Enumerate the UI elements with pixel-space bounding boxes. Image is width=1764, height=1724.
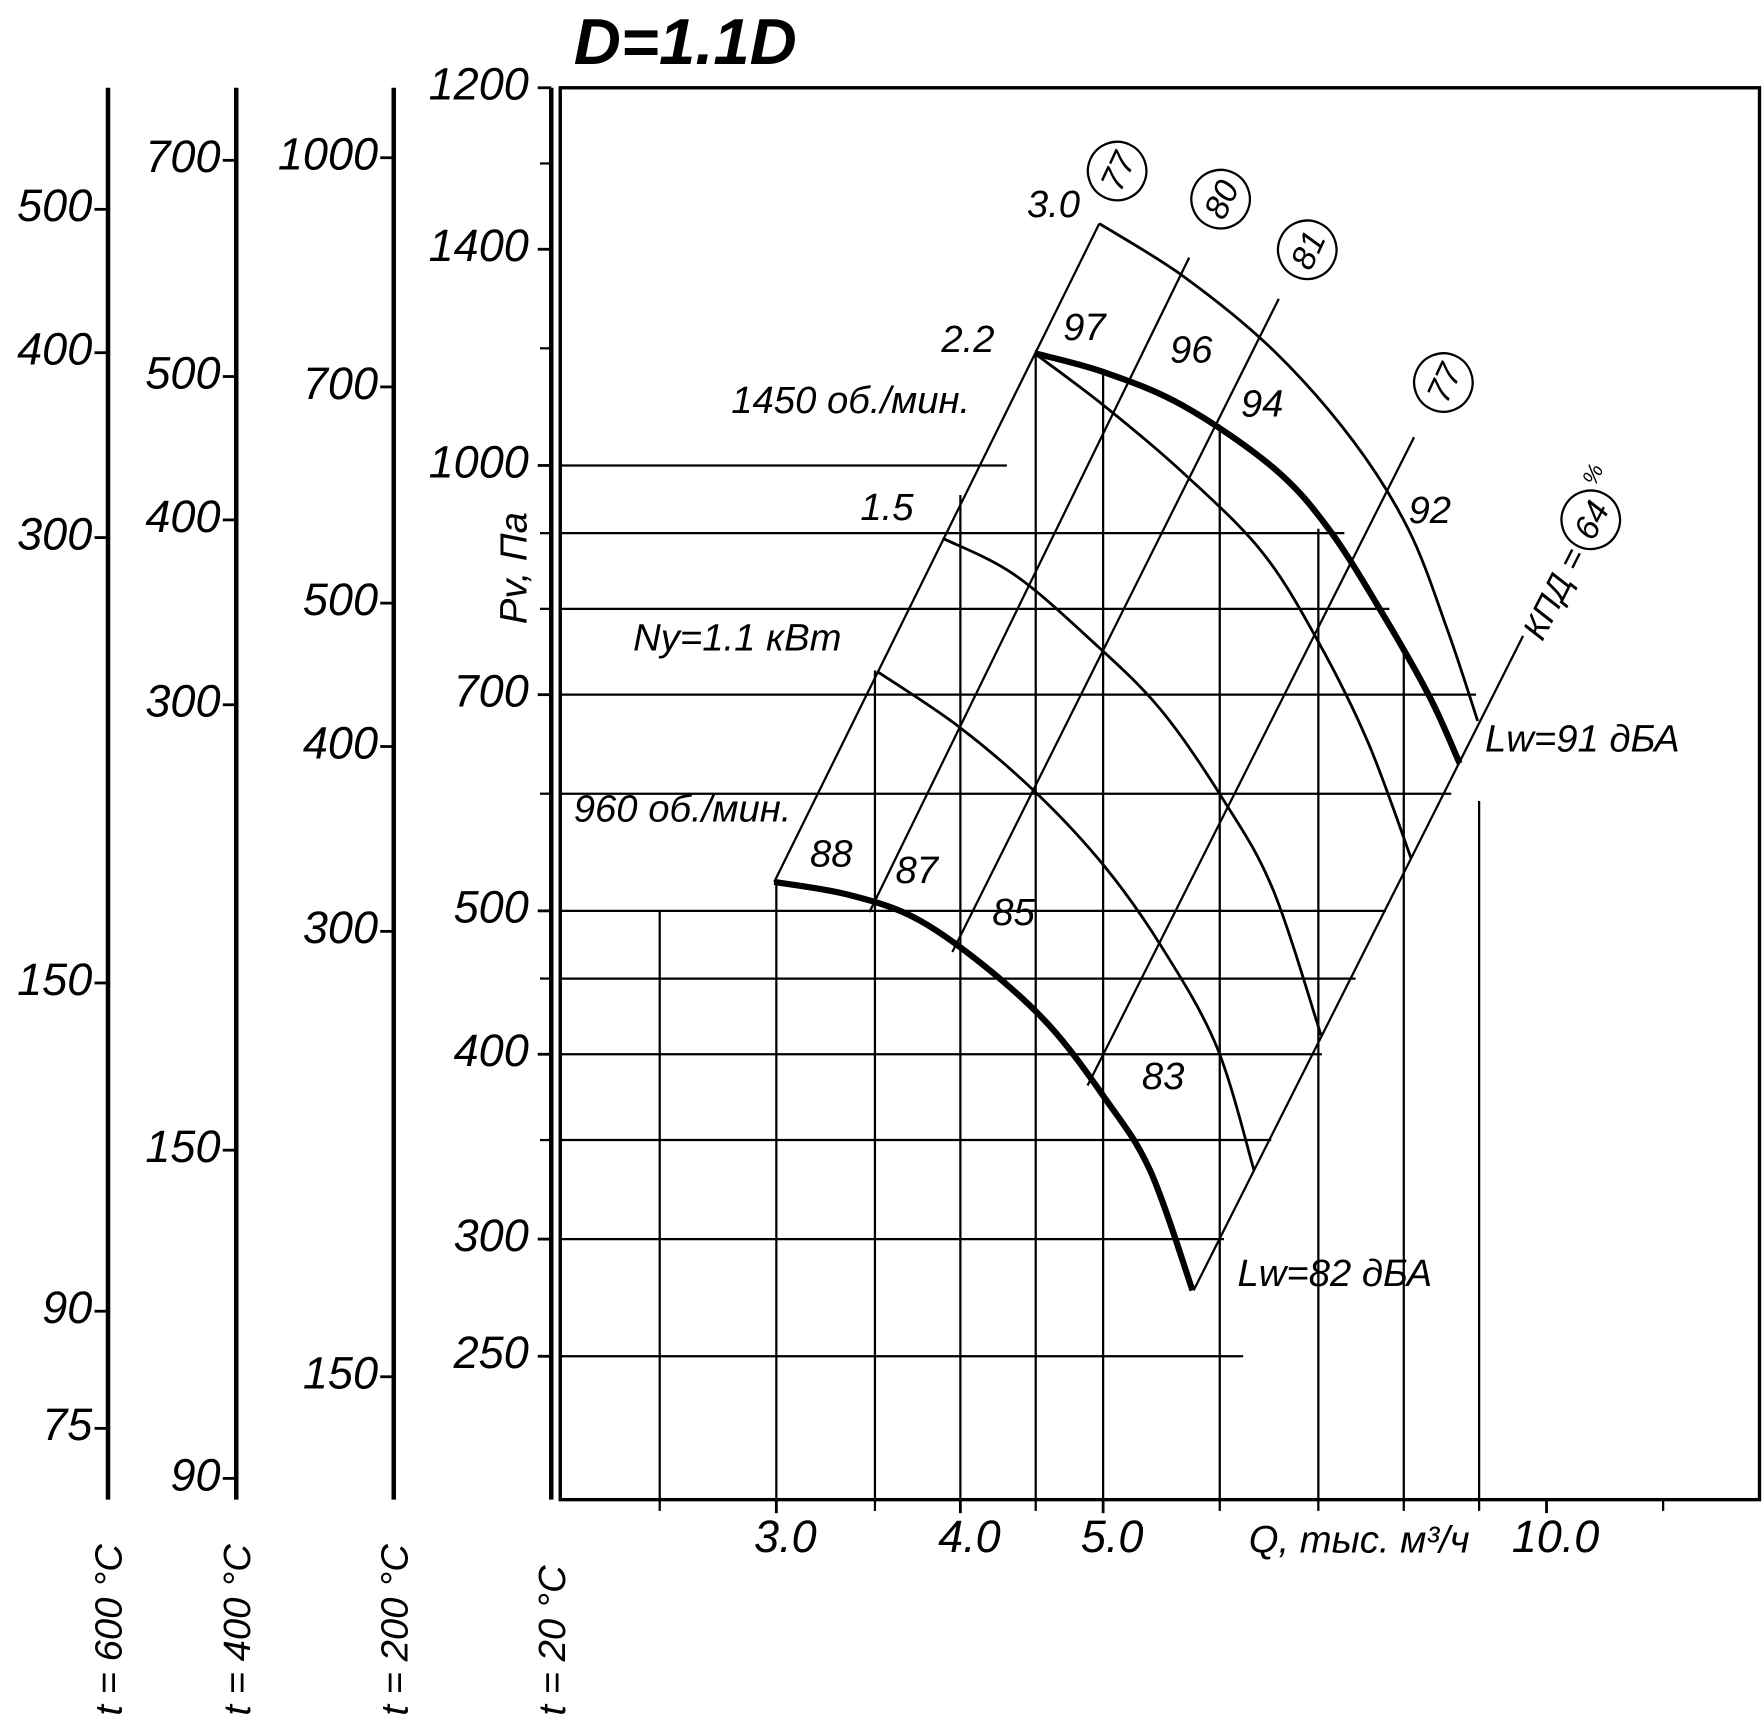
noise-label: 83	[1142, 1055, 1185, 1098]
temperature-tick-label: 75	[42, 1399, 93, 1450]
efficiency-line	[1086, 436, 1416, 1087]
y-tick-label: 500	[454, 882, 529, 933]
curve-label: 1.5	[860, 486, 914, 529]
temperature-label: t = 20 °C	[531, 1565, 574, 1716]
temperature-tick-label: 150	[17, 954, 92, 1005]
y-tick-label: 1000	[429, 436, 529, 487]
x-tick-label: 4.0	[938, 1511, 1001, 1562]
y-tick-label: 1200	[429, 59, 529, 110]
label-circle	[1190, 168, 1251, 230]
y-tick-label: 400	[454, 1025, 529, 1076]
y-tick-label: 1400	[429, 220, 529, 271]
temperature-tick-label: 500	[145, 347, 220, 398]
label-circle	[1276, 219, 1338, 281]
curve-label: 960 об./мин.	[574, 787, 792, 830]
curve-label: 3.0	[1027, 183, 1080, 226]
curve	[773, 878, 1196, 1292]
curve	[1033, 352, 1413, 859]
temperature-tick-label: 90	[42, 1282, 92, 1333]
noise-label: 94	[1241, 382, 1284, 425]
label-circle	[1413, 352, 1474, 413]
efficiency-marker: 80	[1190, 168, 1251, 230]
temperature-tick-label: 700	[145, 131, 220, 182]
noise-label: 85	[992, 891, 1035, 934]
x-axis-label: Q, тыс. м³/ч	[1249, 1519, 1470, 1562]
end-label: Lw=91 дБА	[1485, 718, 1680, 761]
noise-label: 87	[896, 849, 940, 892]
temperature-tick-label: 300	[303, 902, 378, 953]
noise-label: 92	[1409, 489, 1452, 532]
noise-label: 96	[1170, 328, 1213, 371]
temperature-tick-label: 400	[145, 491, 220, 542]
chart-title: D=1.1D	[574, 5, 797, 78]
label-circle	[1086, 140, 1148, 202]
efficiency-line	[773, 223, 1101, 883]
temperature-tick-label: 90	[170, 1449, 220, 1500]
temperature-label: t = 400 °C	[216, 1544, 259, 1716]
efficiency-line	[1192, 635, 1525, 1291]
x-tick-label: 3.0	[754, 1511, 817, 1562]
curve	[1033, 350, 1463, 765]
y-tick-label: 300	[454, 1210, 529, 1261]
end-label: Lw=82 дБА	[1238, 1252, 1433, 1295]
temperature-label: t = 600 °C	[88, 1544, 131, 1716]
temperature-tick-label: 500	[303, 574, 378, 625]
curve	[1098, 222, 1480, 722]
curve	[941, 536, 1323, 1036]
temperature-tick-label: 150	[145, 1121, 220, 1172]
curve-label: 2.2	[940, 318, 994, 361]
temperature-tick-label: 150	[303, 1348, 378, 1399]
x-tick-label: 10.0	[1512, 1511, 1600, 1562]
x-tick-label: 5.0	[1081, 1511, 1144, 1562]
temperature-label: t = 200 °C	[373, 1544, 416, 1716]
noise-label: 97	[1063, 306, 1107, 349]
temperature-tick-label: 500	[17, 180, 92, 231]
temperature-tick-label: 300	[17, 508, 92, 559]
y-tick-label: 700	[454, 666, 529, 717]
efficiency-line	[951, 298, 1280, 953]
curve-label: Ny=1.1 кВт	[633, 616, 841, 659]
efficiency-marker: 81	[1276, 219, 1338, 281]
y-tick-label: 250	[453, 1327, 529, 1378]
curve-label: 1450 об./мин.	[731, 379, 970, 422]
efficiency-marker: 77	[1086, 140, 1148, 202]
temperature-tick-label: 400	[303, 717, 378, 768]
efficiency-line	[868, 257, 1191, 913]
noise-label: 88	[810, 832, 853, 875]
temperature-tick-label: 1000	[278, 129, 378, 180]
label-circle	[1560, 489, 1622, 551]
temperature-tick-label: 700	[303, 358, 378, 409]
efficiency-marker: 77	[1413, 352, 1474, 413]
temperature-tick-label: 400	[17, 324, 92, 375]
temperature-tick-label: 300	[145, 676, 220, 727]
y-axis-label: Pv, Па	[493, 512, 536, 624]
